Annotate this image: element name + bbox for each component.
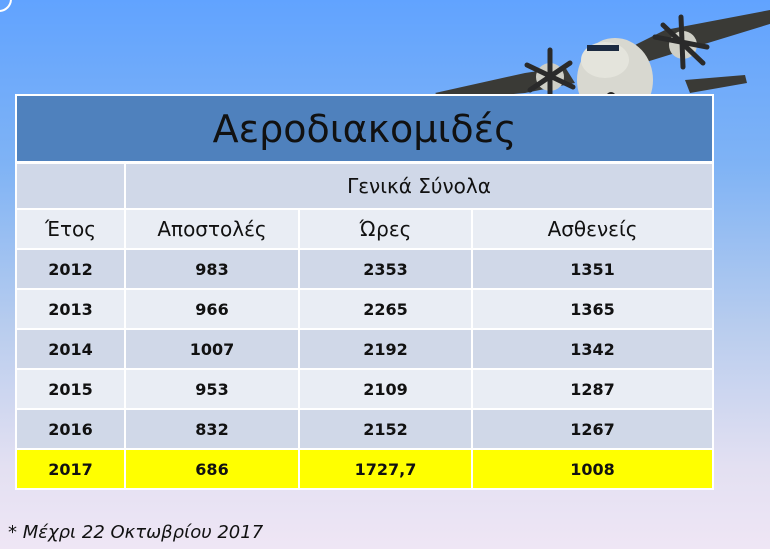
cell-missions: 832 bbox=[124, 408, 300, 450]
table-title: Αεροδιακομιδές bbox=[14, 94, 715, 164]
cell-missions: 983 bbox=[124, 248, 300, 290]
cell-patients: 1287 bbox=[470, 368, 715, 410]
cell-year: 2014 bbox=[15, 328, 126, 370]
footnote: * Μέχρι 22 Οκτωβρίου 2017 bbox=[8, 522, 264, 543]
empty-cell bbox=[15, 161, 126, 210]
cell-year: 2016 bbox=[15, 408, 126, 450]
decorative-circle bbox=[0, 0, 12, 12]
column-header-missions: Αποστολές bbox=[124, 208, 300, 250]
cell-hours: 2109 bbox=[298, 368, 473, 410]
cell-patients: 1267 bbox=[470, 408, 715, 450]
cell-missions: 953 bbox=[124, 368, 300, 410]
table-row: 2013 966 2265 1365 bbox=[15, 288, 715, 330]
table-row: 2016 832 2152 1267 bbox=[15, 408, 715, 450]
table-row: 2014 1007 2192 1342 bbox=[15, 328, 715, 370]
cell-year: 2017 bbox=[15, 448, 126, 490]
cell-hours: 1727,7 bbox=[298, 448, 473, 490]
column-header-year: Έτος bbox=[15, 208, 126, 250]
cell-patients: 1365 bbox=[470, 288, 715, 330]
air-ambulance-table: Αεροδιακομιδές Γενικά Σύνολα Έτος Αποστο… bbox=[14, 94, 715, 490]
cell-missions: 1007 bbox=[124, 328, 300, 370]
cell-hours: 2152 bbox=[298, 408, 473, 450]
cell-missions: 966 bbox=[124, 288, 300, 330]
cell-hours: 2265 bbox=[298, 288, 473, 330]
cell-patients: 1351 bbox=[470, 248, 715, 290]
table-row: 2012 983 2353 1351 bbox=[15, 248, 715, 290]
cell-patients: 1342 bbox=[470, 328, 715, 370]
cell-year: 2013 bbox=[15, 288, 126, 330]
cell-hours: 2192 bbox=[298, 328, 473, 370]
cell-year: 2012 bbox=[15, 248, 126, 290]
table-row: 2015 953 2109 1287 bbox=[15, 368, 715, 410]
cell-missions: 686 bbox=[124, 448, 300, 490]
table-row-highlighted: 2017 686 1727,7 1008 bbox=[15, 448, 715, 490]
column-header-hours: Ώρες bbox=[298, 208, 473, 250]
cell-patients: 1008 bbox=[470, 448, 715, 490]
cell-hours: 2353 bbox=[298, 248, 473, 290]
cell-year: 2015 bbox=[15, 368, 126, 410]
group-header: Γενικά Σύνολα bbox=[123, 161, 715, 210]
column-header-patients: Ασθενείς bbox=[470, 208, 715, 250]
